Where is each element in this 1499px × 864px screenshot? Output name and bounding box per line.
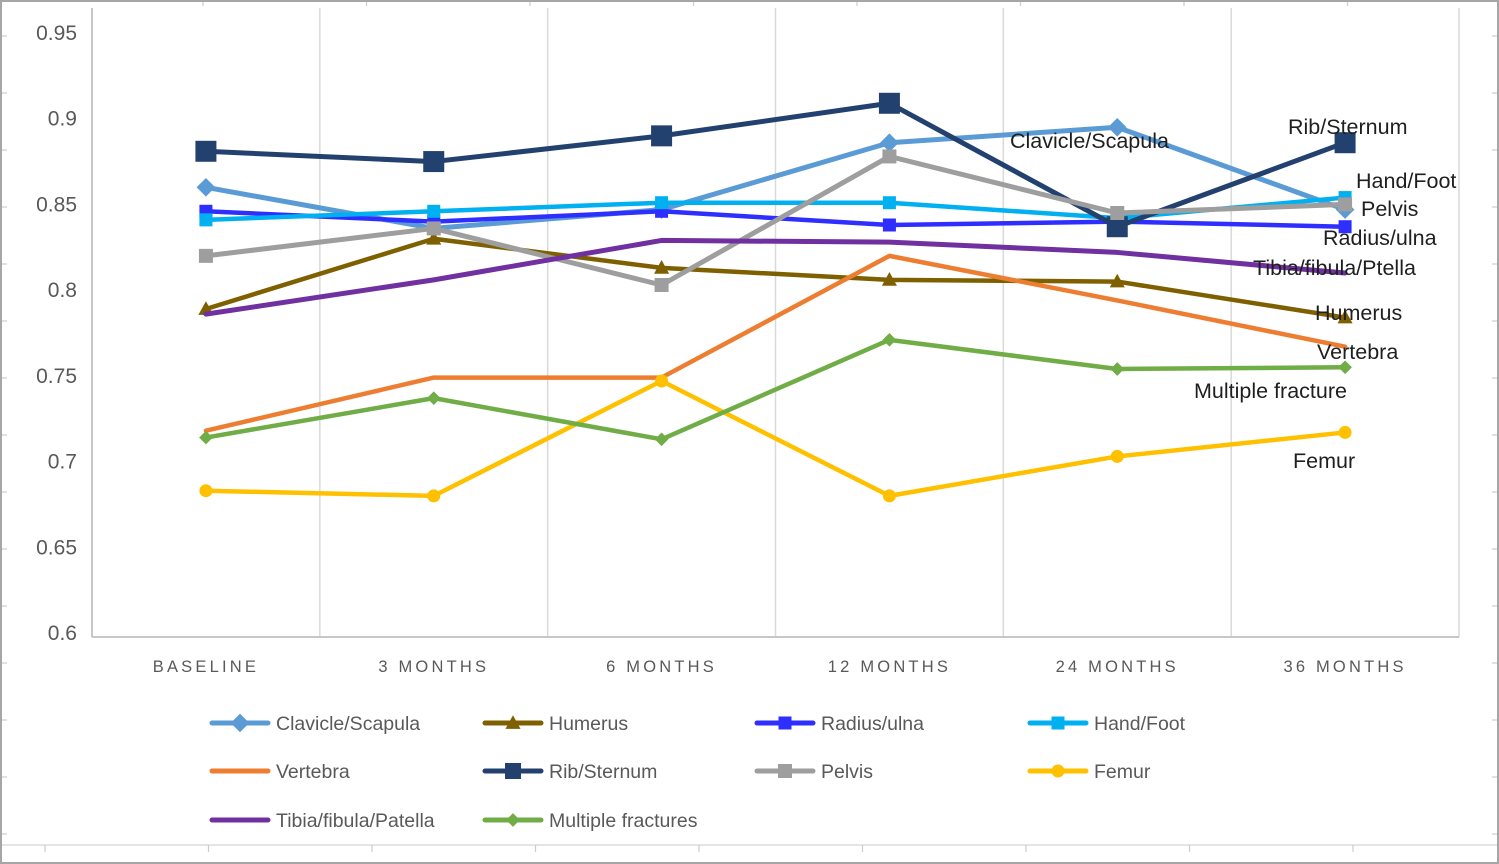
legend-label-rib-sternum: Rib/Sternum: [549, 761, 657, 783]
legend-marker-pelvis: [778, 764, 792, 778]
legend-label-vertebra: Vertebra: [276, 761, 350, 783]
series-annotation-vertebra: Vertebra: [1317, 340, 1398, 364]
series-marker-multiple-fractures: [1110, 362, 1125, 376]
y-axis-tick-label: 0.9: [48, 108, 77, 131]
y-axis-tick-label: 0.6: [48, 622, 77, 645]
y-axis-tick-label: 0.85: [36, 193, 77, 216]
legend-marker-hand-foot: [1051, 716, 1065, 730]
series-marker-radius-ulna: [882, 218, 896, 232]
series-marker-clavicle-scapula: [1107, 117, 1127, 137]
series-line-multiple-fractures: [203, 337, 1348, 442]
series-marker-humerus: [1337, 309, 1353, 324]
legend-label-femur: Femur: [1094, 761, 1151, 783]
legend-marker-humerus: [505, 715, 521, 729]
series-annotation-pelvis: Pelvis: [1361, 197, 1418, 221]
series-annotation-multiple-fracture: Multiple fracture: [1194, 379, 1347, 403]
series-line-femur: [203, 378, 1348, 499]
series-marker-hand-foot: [882, 196, 896, 210]
legend-label-pelvis: Pelvis: [821, 761, 873, 783]
series-marker-pelvis: [1338, 197, 1353, 212]
series-marker-femur: [1110, 449, 1124, 463]
legend-label-radius-ulna: Radius/ulna: [821, 713, 924, 735]
series-annotation-radius-ulna: Radius/ulna: [1323, 226, 1437, 250]
series-marker-hand-foot: [427, 204, 441, 218]
series-marker-rib-sternum: [1106, 216, 1128, 238]
series-annotation-tibia-fibula-ptella: Tibia/fibula/Ptella: [1253, 256, 1416, 280]
series-marker-femur: [199, 484, 213, 498]
series-annotation-femur: Femur: [1293, 449, 1355, 473]
x-axis-tick-label: 36 MONTHS: [1283, 658, 1406, 676]
series-line-tibia-fibula-patella: [203, 237, 1348, 317]
series-marker-humerus: [1109, 273, 1125, 288]
series-marker-multiple-fractures: [199, 430, 213, 445]
series-annotation-rib-sternum: Rib/Sternum: [1288, 115, 1408, 139]
series-marker-hand-foot: [199, 213, 213, 227]
series-marker-humerus: [654, 260, 670, 274]
series-marker-rib-sternum: [878, 92, 900, 114]
legend-label-clavicle-scapula: Clavicle/Scapula: [276, 713, 420, 735]
series-marker-femur: [882, 489, 896, 503]
legend-marker-rib-sternum: [505, 763, 521, 779]
series-marker-rib-sternum: [195, 140, 217, 162]
series-marker-multiple-fractures: [1338, 360, 1352, 375]
series-annotation-clavicle-scapula: Clavicle/Scapula: [1010, 129, 1169, 153]
series-marker-femur: [655, 374, 669, 388]
series-marker-pelvis: [198, 248, 213, 263]
x-axis-tick-label: BASELINE: [153, 658, 259, 676]
series-line-pelvis: [203, 153, 1348, 288]
y-axis-tick-label: 0.8: [48, 279, 77, 302]
series-marker-rib-sternum: [651, 125, 673, 147]
series-marker-hand-foot: [655, 196, 669, 210]
y-axis-tick-label: 0.7: [48, 451, 77, 474]
x-axis-tick-label: 3 MONTHS: [378, 658, 489, 676]
legend-label-humerus: Humerus: [549, 713, 628, 735]
y-axis-tick-label: 0.65: [36, 536, 77, 559]
x-axis-tick-label: 12 MONTHS: [828, 658, 951, 676]
series-marker-clavicle-scapula: [196, 177, 216, 197]
series-annotation-hand-foot: Hand/Foot: [1356, 169, 1456, 193]
legend-marker-multiple-fractures: [506, 813, 520, 827]
series-marker-femur: [427, 489, 441, 503]
series-line-vertebra: [203, 253, 1348, 433]
series-line-humerus: [203, 236, 1348, 320]
legend-label-hand-foot: Hand/Foot: [1094, 713, 1186, 735]
series-marker-humerus: [881, 272, 897, 286]
series-marker-radius-ulna: [1338, 220, 1352, 234]
series-marker-multiple-fractures: [426, 391, 441, 405]
series-marker-pelvis: [882, 149, 897, 164]
series-marker-clavicle-scapula: [880, 133, 899, 153]
series-marker-rib-sternum: [1334, 132, 1356, 154]
series-marker-multiple-fractures: [654, 432, 669, 447]
series-annotation-humerus: Humerus: [1315, 301, 1402, 325]
legend-marker-femur: [1051, 764, 1065, 778]
series-marker-pelvis: [654, 278, 669, 292]
x-axis-tick-label: 24 MONTHS: [1056, 658, 1179, 676]
x-axis-tick-label: 6 MONTHS: [606, 658, 717, 676]
legend-marker-radius-ulna: [778, 716, 792, 730]
series-marker-pelvis: [426, 221, 441, 236]
series-marker-pelvis: [1110, 206, 1125, 220]
series-marker-rib-sternum: [423, 151, 445, 173]
series-marker-multiple-fractures: [882, 333, 897, 347]
legend-label-multiple-fractures: Multiple fractures: [549, 810, 698, 832]
legend-marker-clavicle-scapula: [230, 713, 250, 733]
series-marker-femur: [1338, 425, 1352, 439]
series-marker-humerus: [426, 230, 442, 245]
y-axis-tick-label: 0.95: [36, 22, 77, 45]
y-axis-tick-label: 0.75: [36, 365, 77, 388]
legend-label-tibia-fibula-patella: Tibia/fibula/Patella: [276, 810, 435, 832]
